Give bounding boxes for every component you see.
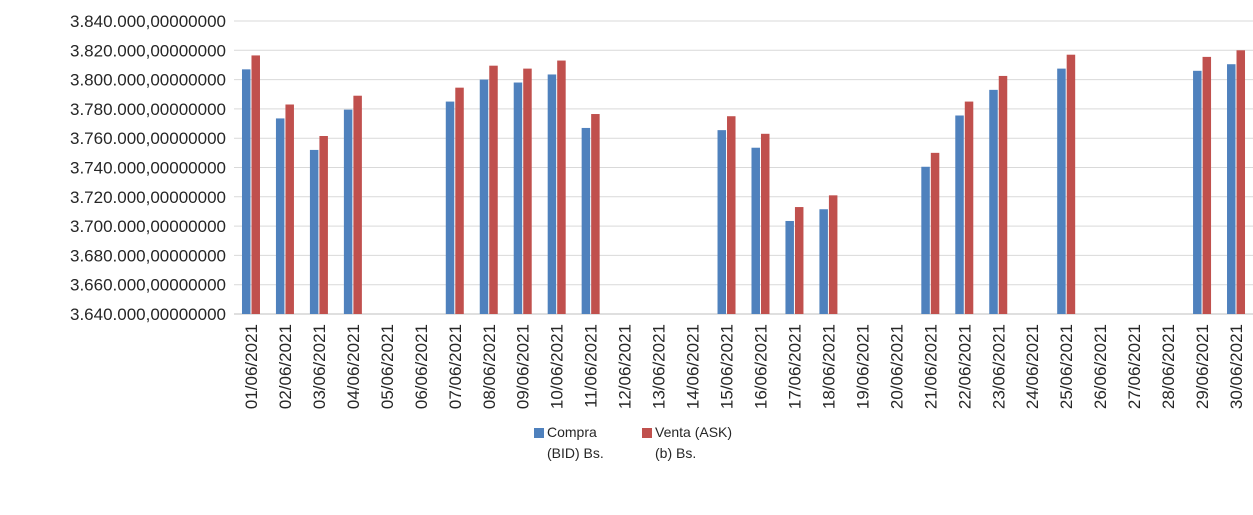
legend: Compra (BID) Bs. Venta (ASK) (b) Bs. [0,422,1253,515]
x-tick-label: 26/06/2021 [1091,324,1110,409]
x-tick-label: 17/06/2021 [785,324,804,409]
bar-venta [1236,50,1246,315]
x-tick-label: 09/06/2021 [514,324,533,409]
bar-compra [343,109,353,314]
x-tick-label: 04/06/2021 [344,324,363,409]
x-tick-label: 16/06/2021 [751,324,770,409]
x-tick-label: 28/06/2021 [1159,324,1178,409]
bar-venta [1066,54,1076,314]
y-tick-label: 3.640.000,00000000 [70,305,226,324]
x-tick-label: 14/06/2021 [684,324,703,409]
y-tick-label: 3.760.000,00000000 [70,129,226,148]
legend-label-compra: Compra (BID) Bs. [547,424,604,461]
bar-venta [251,55,260,315]
x-tick-label: 12/06/2021 [616,324,635,409]
x-tick-label: 24/06/2021 [1023,324,1042,409]
bar-compra [1227,64,1236,314]
bar-venta [964,101,974,314]
x-tick-label: 08/06/2021 [480,324,499,409]
bar-compra [819,209,828,314]
bar-compra [275,118,285,314]
bar-venta [930,152,940,314]
legend-swatch-compra [534,428,544,438]
bar-venta [353,95,362,314]
x-tick-label: 11/06/2021 [582,324,601,408]
x-tick-label: 18/06/2021 [819,324,838,409]
y-tick-label: 3.780.000,00000000 [70,100,226,119]
y-axis-tick-labels: 3.640.000,00000000 3.660.000,00000000 3.68… [70,12,226,324]
bar-compra [547,74,557,314]
bar-venta [794,207,804,314]
x-tick-label: 20/06/2021 [887,324,906,409]
bar-venta [727,116,736,314]
bar-compra [751,147,760,314]
x-tick-label: 30/06/2021 [1227,324,1246,409]
x-tick-label: 19/06/2021 [853,324,872,409]
bar-venta [591,114,600,314]
legend-swatch-venta [642,428,652,438]
y-tick-label: 3.840.000,00000000 [70,12,226,31]
bar-venta [557,60,566,315]
x-axis-tick-labels: 01/06/2021 02/06/2021 03/06/2021 04/06/2021… [242,324,1246,409]
x-tick-label: 23/06/2021 [989,324,1008,409]
x-tick-label: 02/06/2021 [276,324,295,409]
bar-compra [717,130,727,314]
bar-venta [489,65,498,315]
x-tick-label: 10/06/2021 [548,324,567,409]
bar-venta [523,68,532,314]
bar-venta [998,75,1008,314]
bar-compra [241,69,251,314]
legend-label-venta: Venta (ASK) (b) Bs. [655,424,733,461]
x-tick-label: 03/06/2021 [310,324,329,409]
x-tick-label: 05/06/2021 [378,324,397,409]
x-tick-label: 06/06/2021 [412,324,431,409]
bar-compra [445,101,455,314]
bar-venta [285,104,294,314]
x-tick-label: 01/06/2021 [242,324,261,409]
bar-compra [785,220,794,314]
gridlines [234,20,1253,315]
bar-venta [760,133,770,314]
bar-compra [989,89,998,314]
y-tick-label: 3.740.000,00000000 [70,159,226,178]
bar-compra [309,149,319,314]
bar-chart: 3.640.000,00000000 3.660.000,00000000 3.68… [70,12,1253,409]
x-tick-label: 21/06/2021 [921,324,940,409]
x-tick-label: 27/06/2021 [1125,324,1144,409]
x-tick-label: 07/06/2021 [446,324,465,409]
bar-venta [1202,56,1212,314]
y-tick-label: 3.680.000,00000000 [70,246,226,265]
x-tick-label: 22/06/2021 [955,324,974,409]
bar-compra [921,166,930,314]
y-tick-label: 3.660.000,00000000 [70,276,226,295]
x-tick-label: 29/06/2021 [1193,324,1212,409]
bar-series [241,50,1246,315]
bar-compra [479,79,489,314]
bar-compra [581,127,591,314]
x-tick-label: 13/06/2021 [650,324,669,409]
bar-venta [455,87,464,314]
bar-compra [1057,68,1066,314]
bar-venta [319,136,328,314]
y-tick-label: 3.720.000,00000000 [70,188,226,207]
y-tick-label: 3.820.000,00000000 [70,41,226,60]
bar-compra [513,82,523,314]
y-tick-label: 3.700.000,00000000 [70,217,226,236]
y-tick-label: 3.800.000,00000000 [70,71,226,90]
bar-venta [828,195,838,314]
x-tick-label: 25/06/2021 [1057,324,1076,409]
x-tick-label: 15/06/2021 [718,324,737,409]
bar-compra [1193,70,1202,314]
bar-compra [955,115,964,315]
